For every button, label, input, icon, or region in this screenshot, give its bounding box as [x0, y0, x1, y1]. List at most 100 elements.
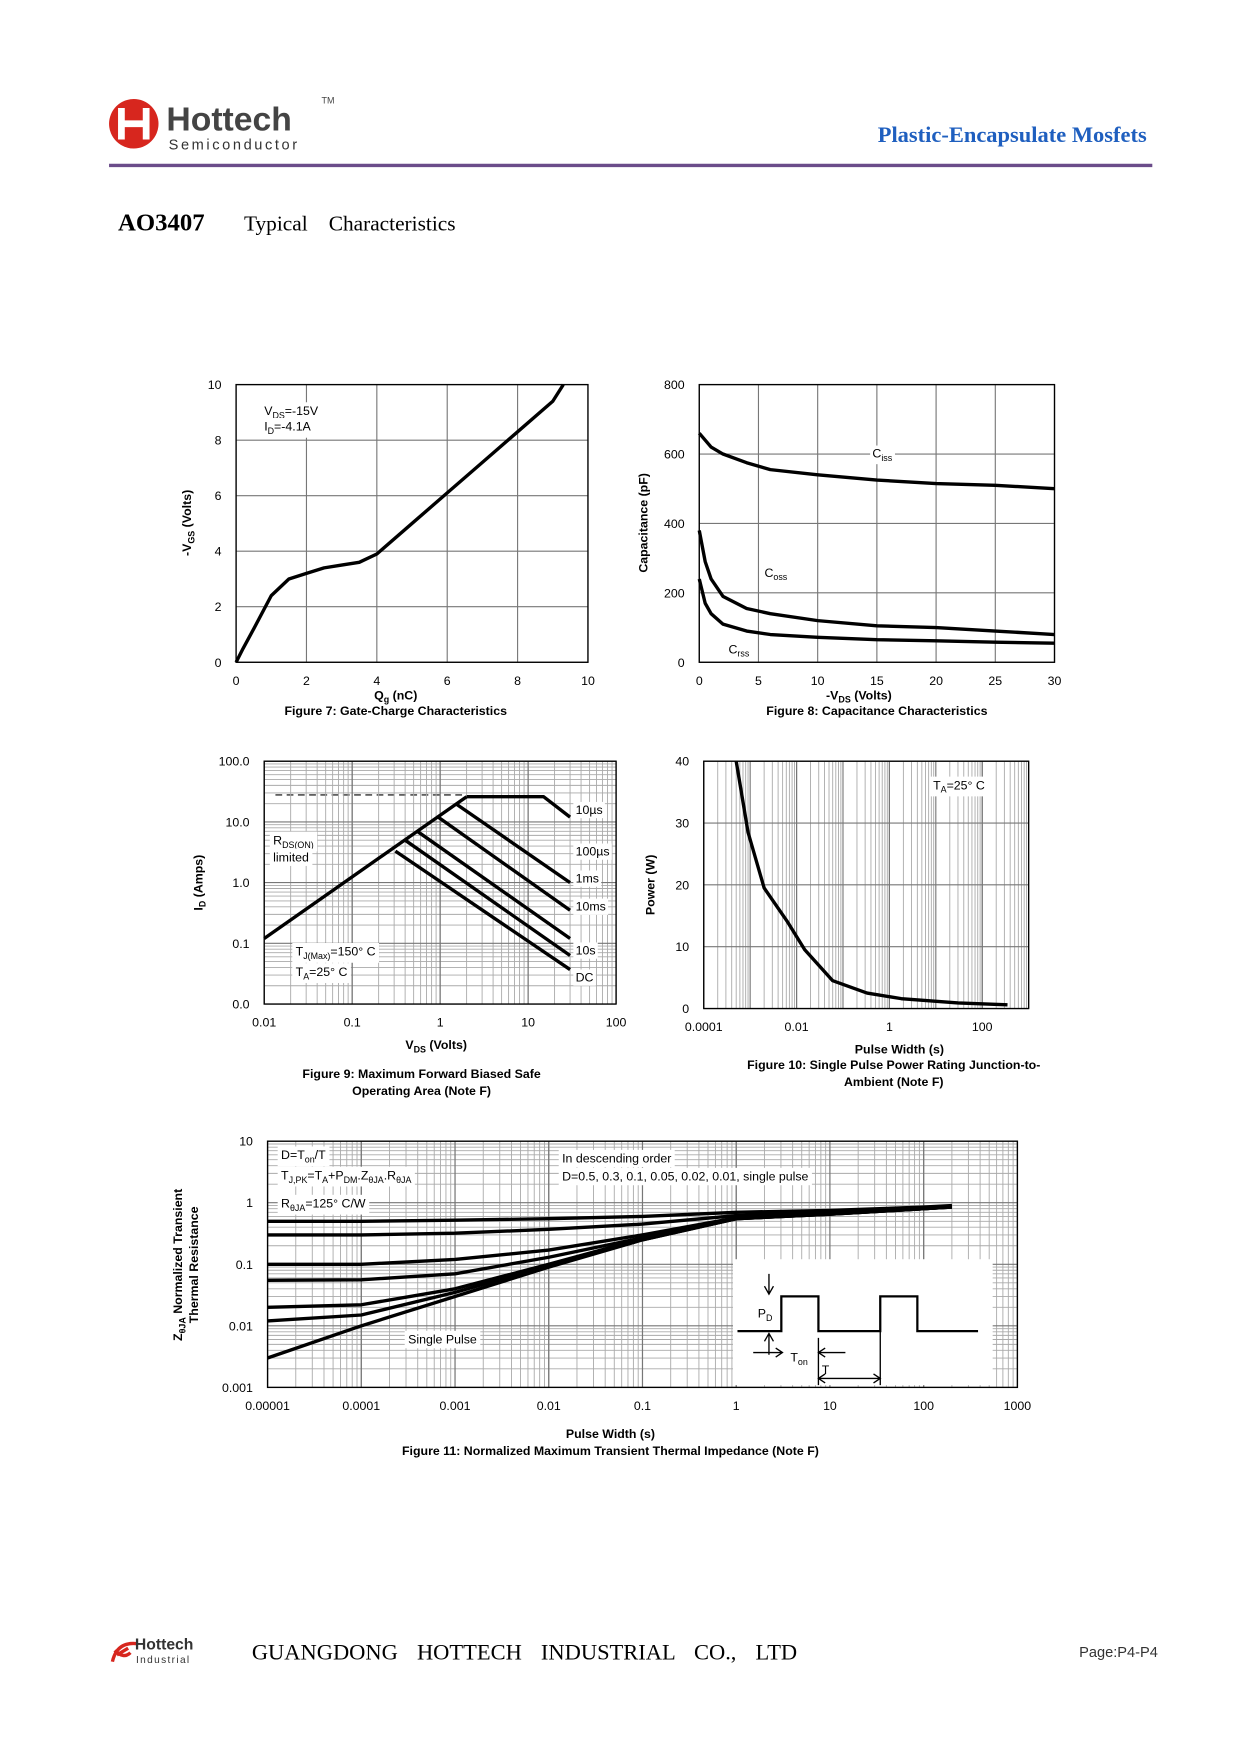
text-part: .Z: [357, 1168, 368, 1182]
trademark: TM: [322, 96, 335, 106]
inset-background: [732, 1259, 993, 1386]
y-axis-title: Capacitance (pF): [637, 473, 651, 573]
subscript: A: [941, 785, 947, 795]
y-tick-label: 0.01: [229, 1319, 253, 1333]
product-line: Plastic-Encapsulate Mosfets: [878, 122, 1147, 147]
subscript: J(Max): [303, 951, 330, 961]
subscript: DS: [414, 1044, 426, 1054]
label-background: [269, 831, 318, 852]
footer-brand: Hottech: [135, 1636, 194, 1653]
text-part: D=T: [281, 1148, 305, 1162]
inset-label: T: [822, 1363, 830, 1377]
label-background: [277, 1146, 330, 1167]
y-tick-label: 0: [678, 656, 685, 670]
x-axis-title: Qg (nC): [374, 688, 417, 704]
annotation: TJ(Max)=150° C: [296, 945, 376, 961]
subtitle: Typical Characteristics: [244, 212, 456, 236]
text-part: V: [405, 1038, 414, 1052]
subscript: iss: [881, 453, 892, 463]
footer-mark: [110, 1641, 138, 1663]
y-tick-label: 30: [675, 817, 689, 831]
subscript: J,PK: [289, 1175, 308, 1185]
label-background: [558, 1149, 675, 1168]
pulse-inset: [732, 1259, 993, 1386]
series-label: 100µs: [576, 845, 610, 859]
figure-caption: Operating Area (Note F): [352, 1084, 491, 1098]
x-tick-label: 1: [437, 1016, 444, 1030]
plot-frame: [698, 383, 1056, 663]
label-background: [573, 898, 609, 915]
text-part: T: [296, 945, 304, 959]
x-tick-label: 0.1: [634, 1399, 651, 1413]
x-tick-label: 1: [886, 1020, 893, 1034]
y-tick-label: 8: [215, 434, 222, 448]
plot-frame: [263, 760, 617, 1005]
x-tick-label: 10: [521, 1016, 535, 1030]
y-tick-label: 0: [215, 656, 222, 670]
plot-frame: [266, 1140, 1019, 1389]
x-tick-label: 0: [696, 674, 703, 688]
subscript: g: [384, 695, 389, 705]
subscript: rss: [737, 649, 749, 659]
figure-caption: Figure 9: Maximum Forward Biased Safe: [302, 1067, 540, 1081]
y-tick-label: 0: [682, 1002, 689, 1016]
text-part: (Volts): [851, 688, 892, 702]
x-tick-label: 100: [913, 1399, 934, 1413]
text-part: =150° C: [330, 945, 375, 959]
header-logo: [109, 99, 159, 149]
subscript: A: [322, 1175, 328, 1185]
data-line: [697, 432, 1055, 491]
text-part: (nC): [389, 688, 417, 702]
x-tick-label: 8: [514, 674, 521, 688]
y-tick-label: 1.0: [232, 876, 249, 890]
text-part: =125° C/W: [305, 1197, 366, 1211]
text-part: +P: [328, 1168, 343, 1182]
pulse-wave: [737, 1295, 979, 1333]
annotation: RθJA=125° C/W: [281, 1197, 366, 1213]
annotation: Single Pulse: [408, 1333, 477, 1347]
data-line: [263, 795, 468, 940]
page-number: Page:P4-P4: [1079, 1645, 1158, 1661]
x-tick-label: 0.1: [344, 1016, 361, 1030]
subscript: DM: [344, 1175, 358, 1185]
x-tick-label: 2: [303, 674, 310, 688]
text-part: V: [264, 404, 273, 418]
x-axis-title: Pulse Width (s): [855, 1043, 944, 1057]
annotation: limited: [273, 850, 309, 864]
subscript: DS(ON): [282, 840, 314, 850]
x-tick-label: 0.0001: [685, 1020, 723, 1034]
text-part: Q: [374, 688, 384, 702]
label-background: [277, 1194, 370, 1215]
subscript: DS: [272, 410, 284, 420]
x-tick-label: 100: [606, 1016, 627, 1030]
y-tick-label: 0.1: [232, 937, 249, 951]
y-tick-label: 0.001: [222, 1381, 253, 1395]
annotation: TA=25° C: [933, 778, 985, 794]
y-tick-label: 1: [246, 1196, 253, 1210]
subscript: DS: [838, 695, 850, 705]
series-label: Coss: [764, 566, 787, 582]
text-part: =T: [307, 1168, 322, 1182]
series-label: 1ms: [576, 872, 599, 886]
x-tick-label: 4: [373, 674, 380, 688]
label-background: [573, 801, 605, 819]
text-part: P: [758, 1307, 766, 1321]
y-tick-label: 4: [215, 545, 222, 559]
subscript: θJA: [177, 1317, 187, 1334]
y-axis-title: -VGS (Volts): [180, 490, 196, 556]
label-background: [260, 418, 315, 438]
figure-caption: Figure 11: Normalized Maximum Transient …: [402, 1444, 819, 1458]
label-background: [573, 843, 612, 860]
x-tick-label: 1000: [1004, 1399, 1032, 1413]
subscript: D: [198, 900, 208, 907]
text-part: C: [764, 566, 773, 580]
inset-arrows: [753, 1273, 882, 1386]
text-part: R: [281, 1197, 290, 1211]
subscript: oss: [773, 572, 787, 582]
annotation: TA=25° C: [296, 965, 348, 981]
text-part: I: [264, 420, 267, 434]
y-axis-title: ID (Amps): [191, 855, 207, 911]
x-tick-label: 1: [733, 1399, 740, 1413]
brand: Hottech: [166, 101, 292, 139]
